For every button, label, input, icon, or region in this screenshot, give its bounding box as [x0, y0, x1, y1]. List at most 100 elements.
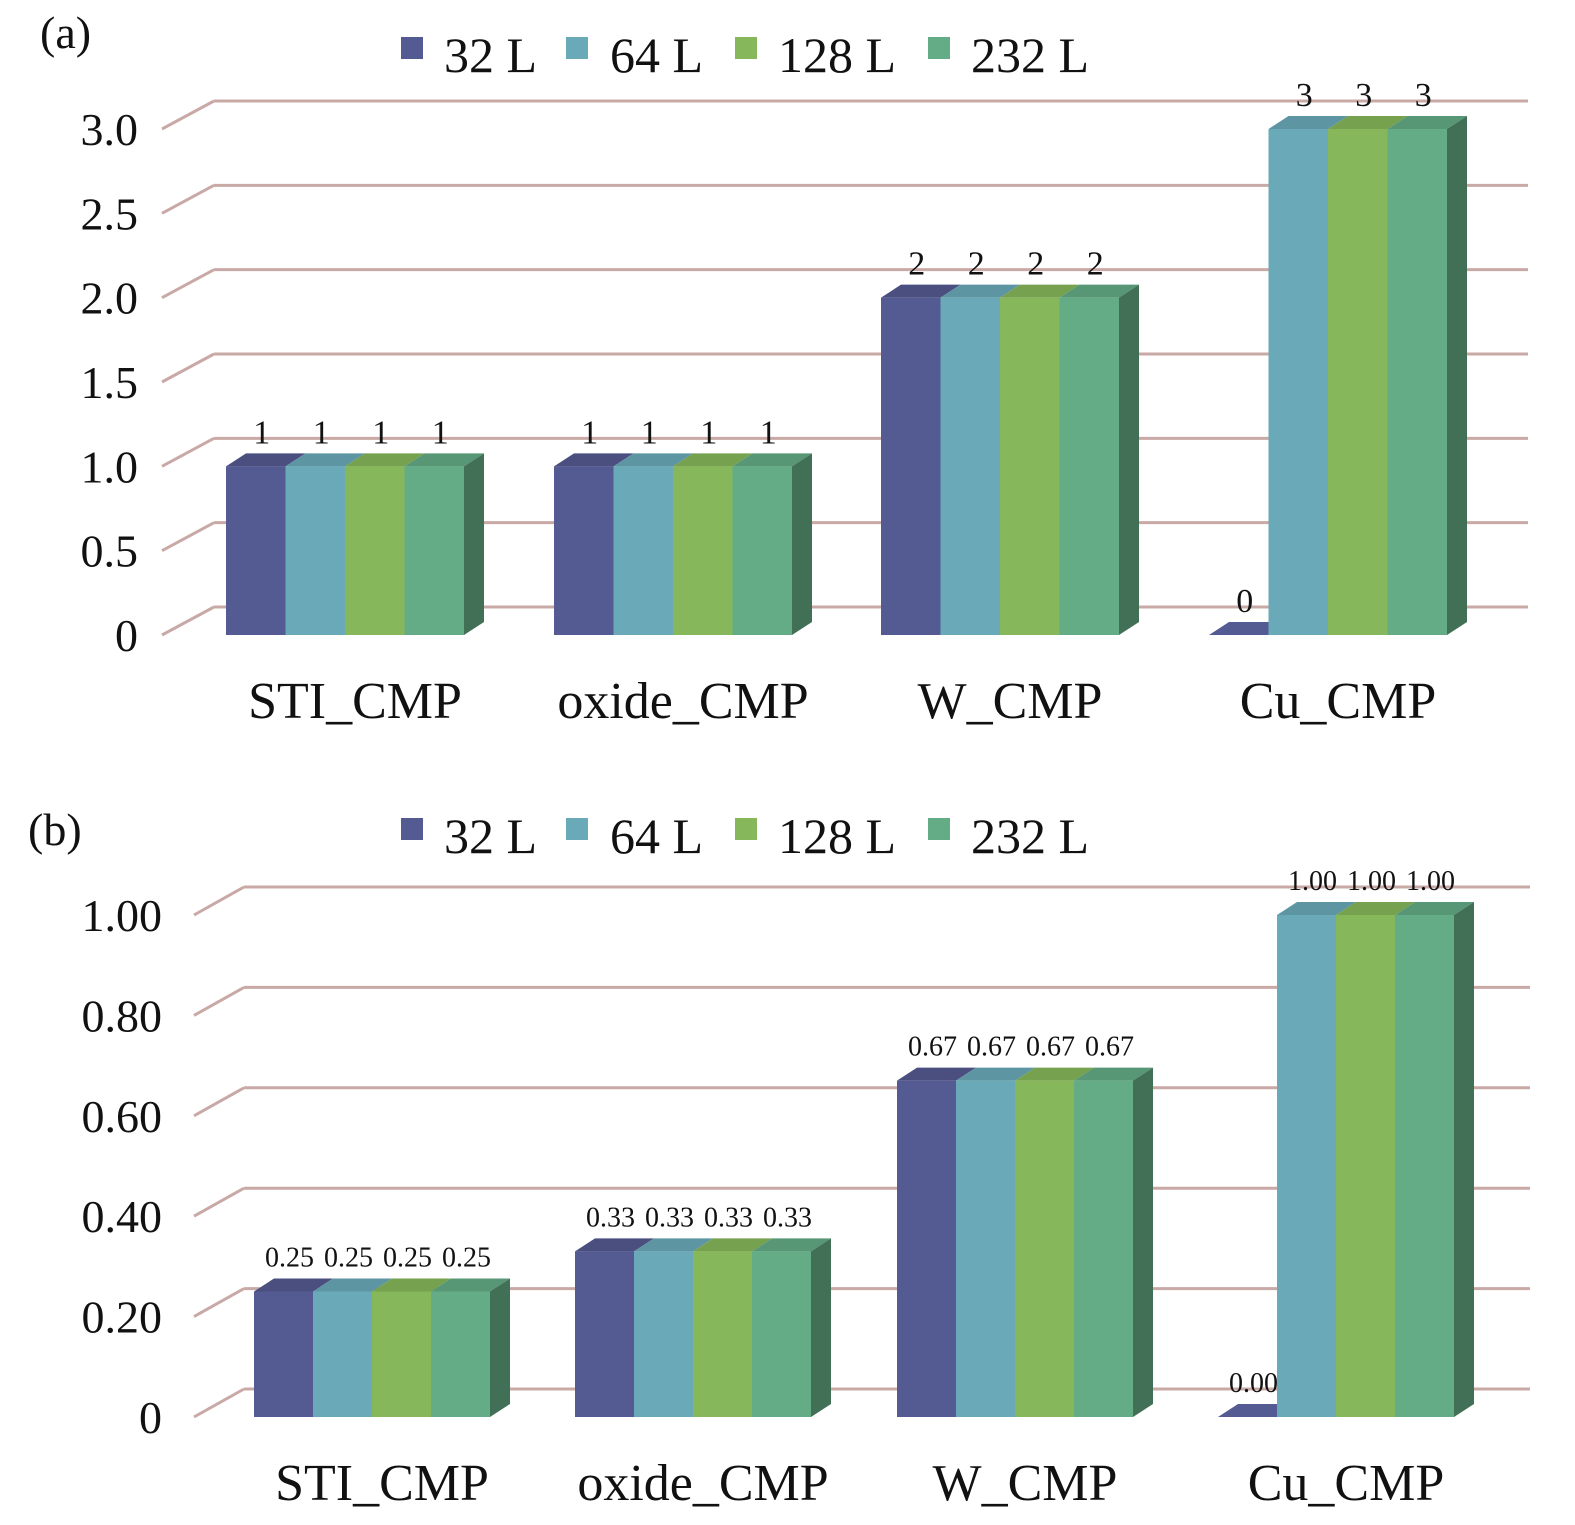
gridline-diagonal — [193, 1387, 245, 1419]
bar-top — [881, 284, 961, 298]
bar-top — [1000, 284, 1080, 298]
bar-group-oxide_CMP: 1 1 1 1 oxide_CMP — [554, 414, 812, 730]
bar — [1268, 129, 1328, 635]
panel-label: (a) — [40, 7, 91, 58]
data-label: 0.25 — [324, 1243, 373, 1274]
legend-swatch-1 — [401, 37, 423, 59]
data-label: 2 — [908, 246, 925, 283]
data-label: 3 — [1355, 77, 1372, 114]
bar — [634, 1251, 693, 1417]
y-tick-label: 0.5 — [81, 526, 139, 577]
data-label: 1 — [253, 414, 270, 451]
bar — [404, 466, 464, 635]
bar-top — [693, 1238, 772, 1252]
category-label: oxide_CMP — [577, 1455, 828, 1512]
data-label: 1 — [372, 414, 389, 451]
bar — [673, 466, 733, 635]
legend-label-3: 128 L — [778, 27, 896, 83]
legend-label-1: 32 L — [444, 27, 537, 83]
y-tick-label: 1.5 — [81, 357, 139, 408]
legend-swatch-3 — [735, 37, 757, 59]
bar — [1387, 129, 1447, 635]
bar — [1059, 297, 1119, 635]
legend-label-1: 32 L — [444, 808, 537, 864]
bar — [881, 297, 941, 635]
bar-top — [956, 1067, 1035, 1081]
legend-label-3: 128 L — [778, 808, 896, 864]
y-tick-label: 0.40 — [82, 1191, 163, 1242]
gridline-diagonal — [193, 1186, 245, 1218]
bar-side — [1119, 284, 1139, 635]
data-label: 0.33 — [763, 1202, 812, 1233]
bar — [732, 466, 792, 635]
legend-swatch-4 — [928, 37, 950, 59]
data-label: 0.25 — [265, 1243, 314, 1274]
bar — [1277, 915, 1336, 1417]
bar-top — [613, 453, 693, 467]
data-label: 1 — [581, 414, 598, 451]
bar-top — [1387, 116, 1467, 129]
gridline-diagonal — [161, 437, 215, 468]
data-label: 1.00 — [1288, 866, 1337, 897]
category-label: Cu_CMP — [1240, 673, 1437, 730]
bar-top — [1336, 902, 1415, 915]
y-tick-label: 1.0 — [81, 441, 139, 492]
data-label: 1 — [700, 414, 717, 451]
data-label: 1 — [432, 414, 449, 451]
legend: 32 L 64 L 128 L 232 L — [401, 808, 1089, 864]
bar — [897, 1080, 956, 1417]
data-label: 0.67 — [908, 1032, 957, 1063]
gridline-diagonal — [161, 99, 215, 131]
bar — [613, 466, 673, 635]
bar — [1328, 129, 1388, 635]
bar — [956, 1080, 1015, 1417]
legend-swatch-2 — [566, 818, 588, 840]
category-label: W_CMP — [918, 673, 1103, 730]
bar-top — [634, 1238, 713, 1252]
y-tick-label: 2.5 — [81, 188, 139, 239]
bar-group-oxide_CMP: 0.33 0.33 0.33 0.33 oxide_CMP — [575, 1202, 831, 1512]
data-label: 0.25 — [383, 1243, 432, 1274]
bar-top — [575, 1238, 654, 1252]
chart-panel-2: (b) 32 L 64 L 128 L 232 L 0 0.20 0.40 0.60 0.80 1.… — [28, 804, 1530, 1512]
data-label: 0 — [1236, 583, 1253, 620]
category-label: STI_CMP — [275, 1455, 489, 1512]
bar — [693, 1251, 752, 1417]
bar-top — [554, 453, 634, 467]
bar-top — [1074, 1067, 1153, 1081]
data-label: 0.67 — [1026, 1032, 1075, 1063]
category-label: oxide_CMP — [557, 673, 808, 730]
bar — [1000, 297, 1060, 635]
bar-side — [1133, 1067, 1153, 1417]
data-label: 0.25 — [442, 1243, 491, 1274]
bar-top — [226, 453, 306, 467]
gridline-diagonal — [161, 184, 215, 215]
bar-top — [752, 1238, 831, 1252]
bar-top — [372, 1278, 451, 1292]
legend-label-2: 64 L — [610, 27, 703, 83]
data-label: 0.00 — [1229, 1368, 1278, 1399]
y-tick-label: 2.0 — [81, 273, 139, 324]
bar-top — [345, 453, 425, 467]
legend-label-4: 232 L — [971, 27, 1089, 83]
bar — [431, 1291, 490, 1417]
bar — [1395, 915, 1454, 1417]
data-label: 2 — [1027, 246, 1044, 283]
bar-top — [940, 284, 1020, 298]
bar-top — [1277, 902, 1356, 915]
bar-side — [464, 453, 484, 635]
bar-group-STI_CMP: 0.25 0.25 0.25 0.25 STI_CMP — [254, 1243, 510, 1512]
bar — [1336, 915, 1395, 1417]
bar-group-W_CMP: 0.67 0.67 0.67 0.67 W_CMP — [897, 1032, 1153, 1512]
bar — [226, 466, 286, 635]
bar-top — [1015, 1067, 1094, 1081]
bar-top — [404, 453, 484, 467]
data-label: 1 — [641, 414, 658, 451]
bar — [372, 1291, 431, 1417]
bar-top — [1395, 902, 1474, 915]
legend-swatch-2 — [566, 37, 588, 59]
y-tick-label: 0.80 — [82, 990, 163, 1041]
gridline-diagonal — [193, 1086, 245, 1118]
gridline-diagonal — [193, 1287, 245, 1318]
bar-group-W_CMP: 2 2 2 2 W_CMP — [881, 246, 1139, 730]
